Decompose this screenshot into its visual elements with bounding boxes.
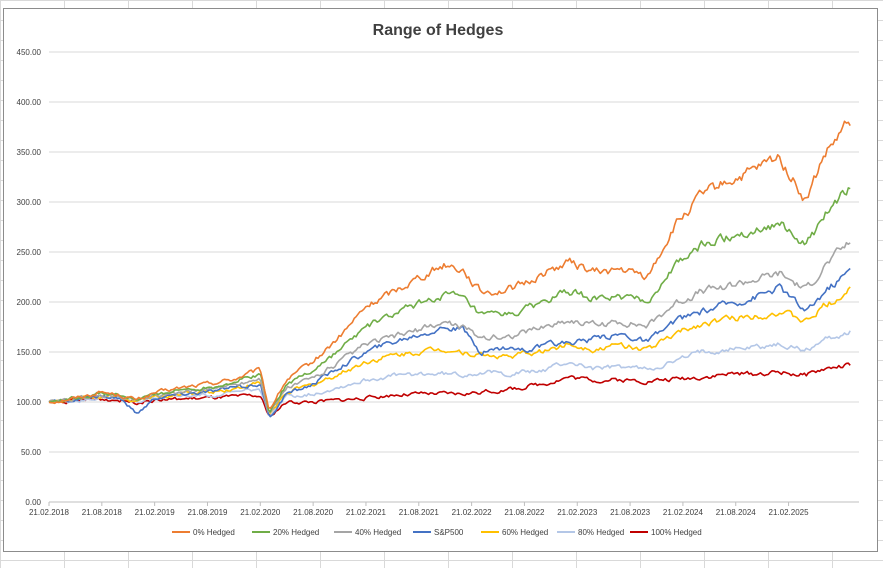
legend-label: 80% Hedged — [578, 528, 624, 537]
x-tick-label: 21.08.2019 — [187, 508, 228, 517]
x-tick-label: 21.02.2022 — [452, 508, 493, 517]
series-line — [48, 241, 851, 414]
y-tick-label: 0.00 — [25, 498, 41, 507]
y-tick-label: 400.00 — [17, 98, 42, 107]
x-tick-label: 21.08.2023 — [610, 508, 651, 517]
chart-area: Range of Hedges 0.00 50.00 100.00 150.00 200… — [3, 8, 878, 552]
y-tick-label: 50.00 — [21, 448, 42, 457]
y-axis-ticks: 0.00 50.00 100.00 150.00 200.00 250.00 300.00 3… — [17, 48, 42, 507]
legend-label: 100% Hedged — [651, 528, 702, 537]
x-tick-label: 21.08.2018 — [82, 508, 123, 517]
y-tick-label: 250.00 — [17, 248, 42, 257]
x-tick-label: 21.02.2021 — [346, 508, 387, 517]
x-tick-label: 21.08.2022 — [504, 508, 545, 517]
y-tick-label: 150.00 — [17, 348, 42, 357]
y-tick-label: 450.00 — [17, 48, 42, 57]
x-tick-label: 21.08.2020 — [293, 508, 334, 517]
legend-label: 40% Hedged — [355, 528, 401, 537]
x-tick-label: 21.08.2021 — [399, 508, 440, 517]
series-line — [48, 330, 851, 417]
x-tick-label: 21.02.2025 — [769, 508, 810, 517]
legend-label: 20% Hedged — [273, 528, 319, 537]
y-tick-label: 200.00 — [17, 298, 42, 307]
y-tick-label: 100.00 — [17, 398, 42, 407]
series-line — [48, 267, 851, 418]
series-line — [48, 362, 851, 416]
y-tick-label: 350.00 — [17, 148, 42, 157]
x-tick-label: 21.02.2023 — [557, 508, 598, 517]
line-chart: Range of Hedges 0.00 50.00 100.00 150.00 200… — [17, 22, 859, 537]
x-tick-label: 21.02.2020 — [240, 508, 281, 517]
x-tick-label: 21.02.2018 — [29, 508, 70, 517]
legend: 0% Hedged 20% Hedged 40% Hedged S&P500 60% H… — [172, 528, 702, 537]
x-axis-ticks: 21.02.2018 21.08.2018 21.02.2019 21.08.2019… — [29, 502, 809, 517]
y-tick-label: 300.00 — [17, 198, 42, 207]
series-line — [48, 187, 851, 413]
legend-label: 60% Hedged — [502, 528, 548, 537]
x-tick-label: 21.02.2024 — [663, 508, 704, 517]
legend-label: 0% Hedged — [193, 528, 235, 537]
chart-title: Range of Hedges — [373, 22, 504, 39]
series-line — [48, 120, 851, 410]
series-lines — [48, 120, 851, 418]
x-tick-label: 21.08.2024 — [716, 508, 757, 517]
x-tick-label: 21.02.2019 — [135, 508, 176, 517]
legend-label: S&P500 — [434, 528, 464, 537]
gridlines — [49, 51, 859, 453]
